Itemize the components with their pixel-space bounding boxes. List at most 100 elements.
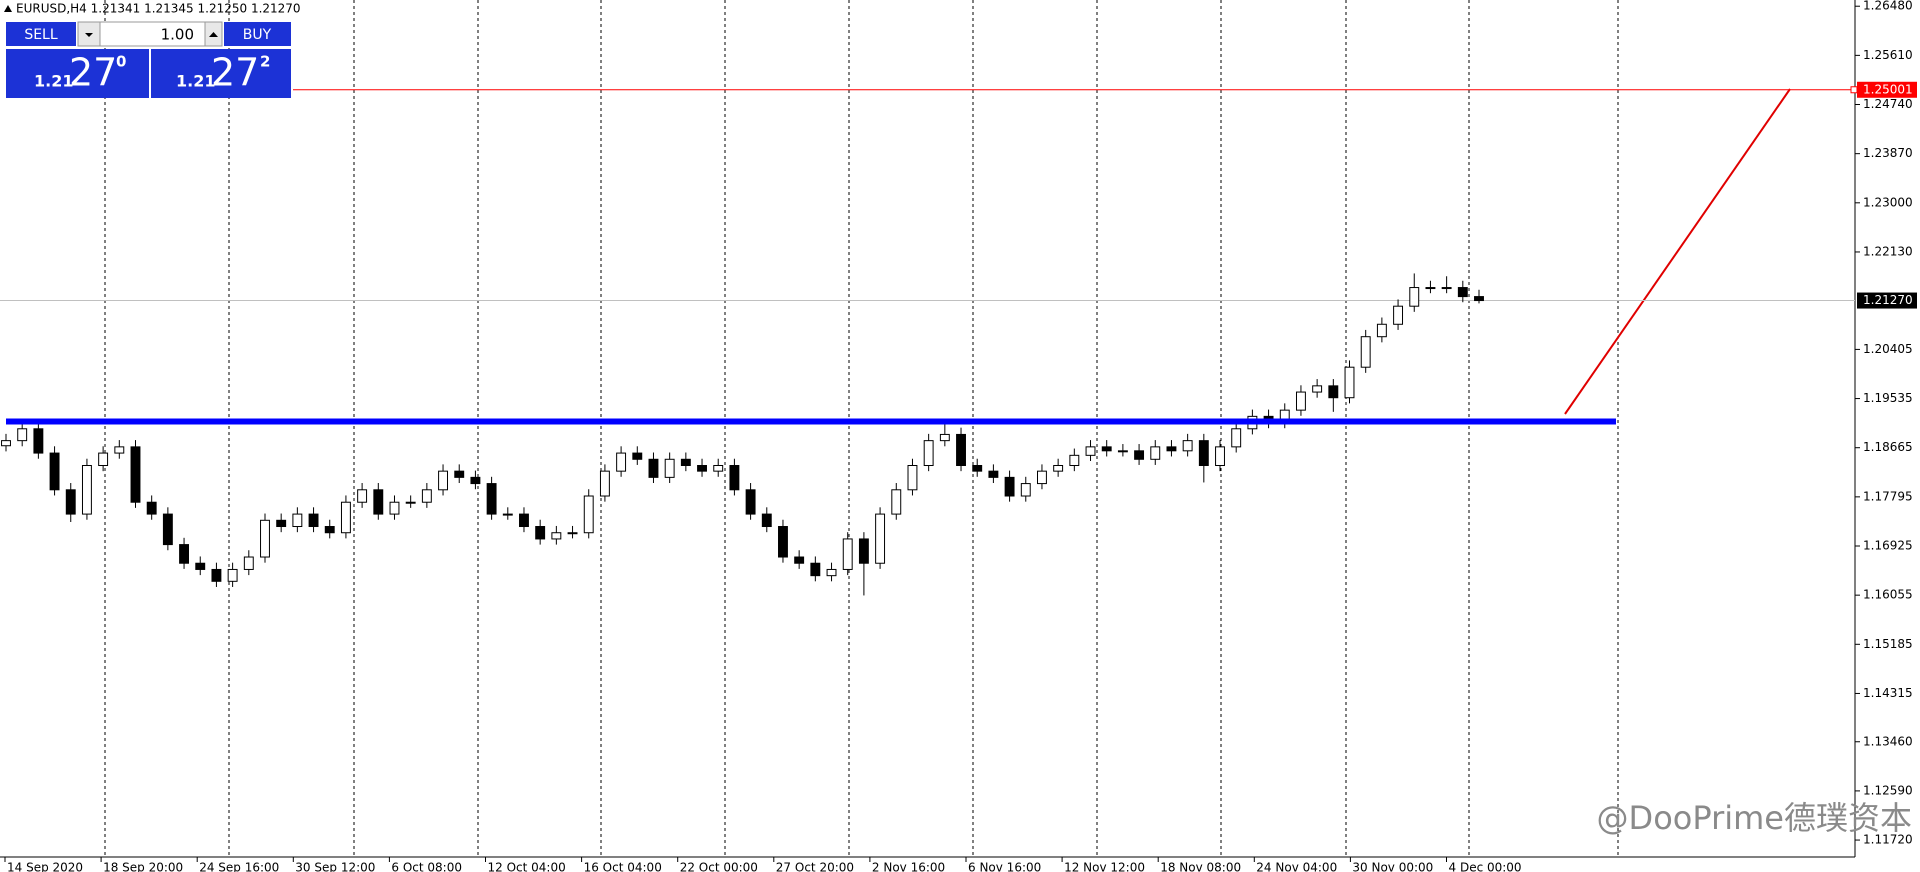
candle-body — [1101, 446, 1112, 452]
candle-body — [1198, 440, 1209, 467]
sell-button[interactable] — [6, 22, 76, 46]
candle-body — [551, 532, 562, 540]
candle-body — [438, 470, 448, 491]
candle-body — [891, 489, 902, 515]
candle-body — [324, 526, 335, 534]
buy-label: BUY — [243, 27, 272, 43]
chart-title: EURUSD,H4 1.21341 1.21345 1.21250 1.2127… — [16, 2, 301, 16]
candle-body — [1, 440, 11, 447]
candle-body — [697, 465, 707, 472]
y-tick-label: 1.26480 — [1863, 0, 1913, 13]
candle-body — [65, 489, 76, 515]
x-tick-label: 12 Oct 04:00 — [488, 861, 566, 872]
x-tick-label: 18 Nov 08:00 — [1160, 861, 1241, 872]
bid-box[interactable] — [6, 49, 149, 98]
candle-body — [664, 458, 675, 478]
candle-body — [1295, 391, 1306, 411]
candle-body — [292, 513, 303, 528]
candle-body — [1166, 446, 1177, 452]
candle-body — [1117, 450, 1128, 453]
candle-body — [49, 452, 60, 491]
candle-body — [308, 513, 319, 528]
candle-body — [1393, 305, 1404, 325]
candle-body — [648, 458, 659, 478]
candle-body — [1344, 366, 1355, 399]
x-tick-label: 24 Nov 04:00 — [1256, 861, 1337, 872]
time-grid — [104, 0, 1619, 857]
candle-body — [373, 489, 384, 515]
candle-body — [276, 519, 287, 528]
candle-body — [729, 465, 740, 491]
candle-body — [778, 526, 788, 558]
candle-body — [146, 501, 157, 515]
candle-body — [599, 470, 610, 497]
candle-body — [195, 562, 206, 570]
candle-body — [1004, 476, 1015, 497]
ask-box[interactable] — [151, 49, 291, 98]
candle-body — [1150, 446, 1161, 460]
candle-body — [1231, 428, 1242, 448]
candle-body — [389, 501, 400, 515]
candle-body — [470, 476, 481, 485]
target-line-handle — [1850, 86, 1858, 94]
candle-body — [179, 544, 190, 564]
x-tick-label: 12 Nov 12:00 — [1064, 861, 1145, 872]
candle-body — [421, 489, 432, 503]
candle-body — [567, 532, 578, 535]
candle-body — [1474, 296, 1484, 302]
y-tick-label: 1.14315 — [1863, 686, 1913, 700]
candle-body — [519, 513, 529, 528]
y-tick-label: 1.11720 — [1863, 833, 1913, 847]
y-tick-label: 1.18665 — [1863, 440, 1913, 454]
candle-body — [907, 465, 918, 491]
x-tick-label: 2 Nov 16:00 — [872, 861, 945, 872]
y-tick-label: 1.16925 — [1863, 539, 1913, 553]
watermark: @DooPrime德璞资本 — [1597, 799, 1912, 837]
y-tick-label: 1.20405 — [1863, 342, 1913, 356]
y-tick-label: 1.12590 — [1863, 783, 1913, 797]
candle-body — [972, 465, 983, 472]
candle-body — [875, 513, 886, 564]
candle-body — [357, 489, 368, 503]
y-tick-label: 1.23870 — [1863, 146, 1913, 160]
y-tick-label: 1.24740 — [1863, 97, 1913, 111]
candle-body — [502, 513, 513, 516]
up-arrow — [209, 32, 218, 37]
collapse-icon — [4, 5, 12, 12]
candle-body — [842, 538, 853, 570]
candle-body — [1085, 446, 1096, 456]
candle-body — [486, 483, 497, 515]
candle-body — [114, 446, 125, 454]
candle-body — [454, 470, 465, 478]
candle-body — [1182, 440, 1193, 452]
y-tick-label: 1.16055 — [1863, 588, 1913, 602]
candle-body — [243, 556, 254, 570]
sell-label: SELL — [24, 27, 58, 43]
candle-body — [535, 526, 546, 540]
y-tick-label: 1.13460 — [1863, 734, 1913, 748]
x-tick-label: 4 Dec 00:00 — [1449, 861, 1522, 872]
candle-body — [923, 440, 934, 467]
candle-body — [1053, 465, 1064, 472]
ask-frac: 2 — [260, 53, 270, 71]
y-tick-label: 1.23000 — [1863, 195, 1913, 209]
x-tick-label: 30 Nov 00:00 — [1352, 861, 1433, 872]
candle-body — [745, 489, 756, 515]
candle-body — [1134, 450, 1145, 460]
buy-button[interactable] — [224, 22, 291, 46]
candle-body — [583, 495, 594, 534]
candle-body — [826, 568, 837, 577]
candle-body — [211, 568, 222, 582]
candle-body — [616, 452, 627, 472]
candle-body — [405, 501, 416, 504]
x-tick-label: 22 Oct 00:00 — [680, 861, 758, 872]
x-tick-label: 6 Oct 08:00 — [391, 861, 462, 872]
candle-body — [1376, 323, 1387, 338]
y-tick-label: 1.25610 — [1863, 48, 1913, 62]
ask-pips: 27 — [211, 51, 259, 95]
candle-body — [1457, 287, 1468, 298]
candle-body — [1328, 385, 1339, 399]
candle-body — [81, 465, 92, 515]
